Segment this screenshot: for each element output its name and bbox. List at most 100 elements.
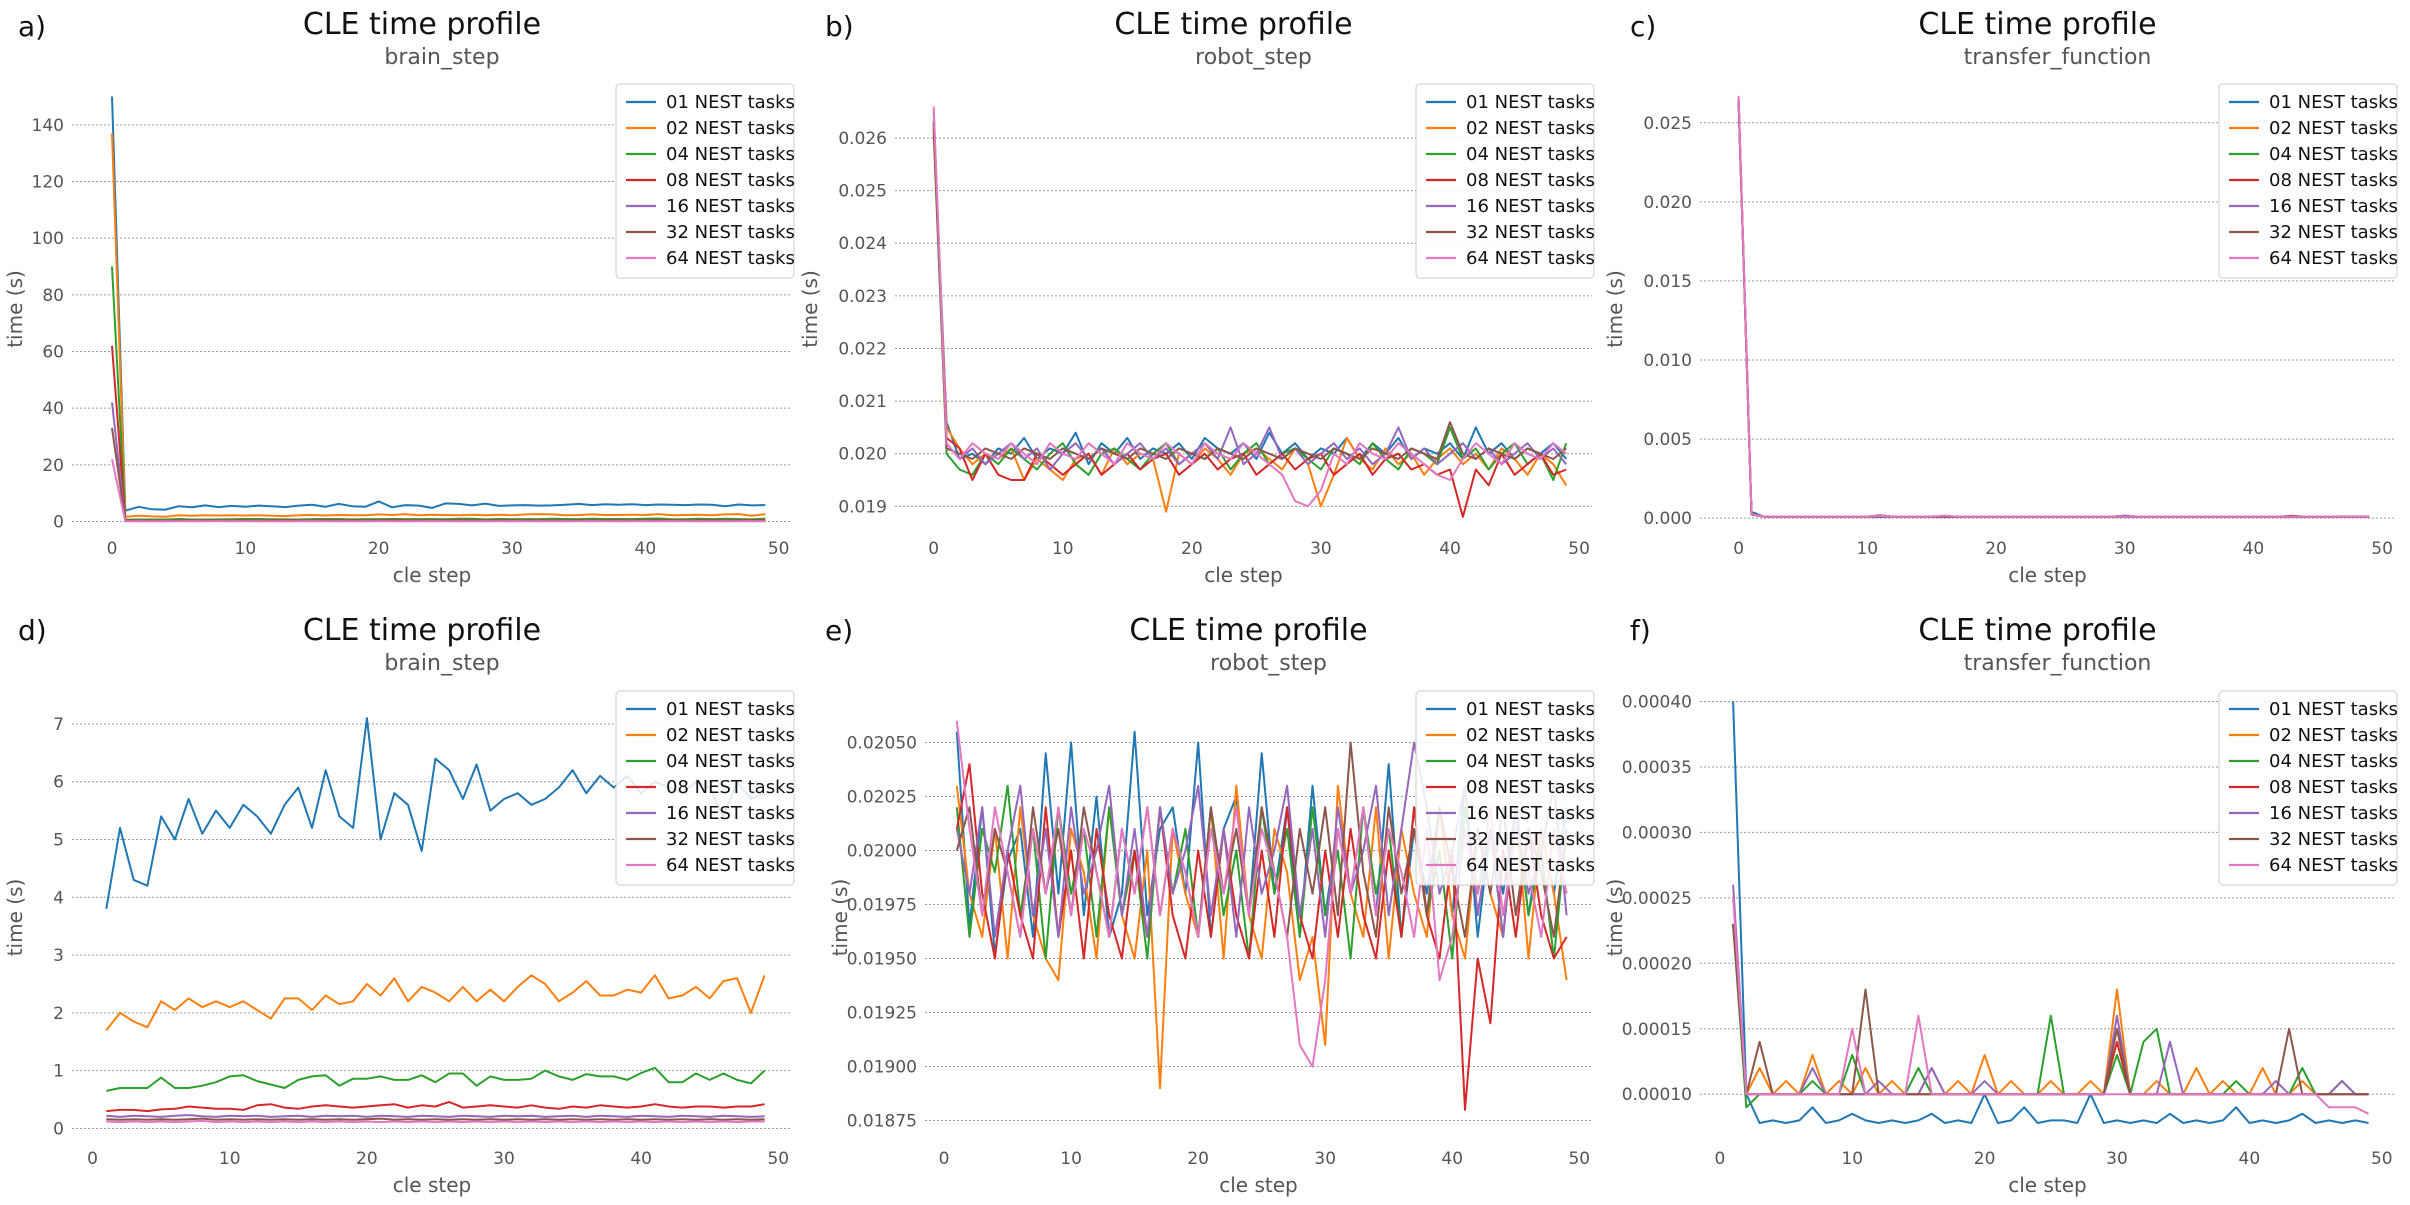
x-tick-label: 20 bbox=[368, 539, 390, 559]
legend-entry: 02 NEST tasks bbox=[1466, 725, 1595, 746]
panel-label: b) bbox=[825, 10, 854, 43]
series-line bbox=[106, 1100, 765, 1113]
x-axis-label: cle step bbox=[2008, 1173, 2086, 1197]
y-tick-label: 0.00010 bbox=[1622, 1085, 1692, 1105]
chart-title: CLE time profile bbox=[303, 7, 541, 42]
legend-entry: 08 NEST tasks bbox=[1466, 170, 1595, 191]
chart-panel: b) CLE time profile robot_step 0.019 0.020 0.… bbox=[798, 7, 1595, 587]
y-tick-label: 140 bbox=[32, 116, 64, 136]
legend-entry: 02 NEST tasks bbox=[2269, 118, 2398, 139]
y-tick-label: 0.025 bbox=[838, 182, 887, 202]
chart-title: CLE time profile bbox=[1114, 7, 1352, 42]
series-line bbox=[932, 111, 1567, 471]
x-tick-label: 0 bbox=[87, 1149, 98, 1169]
legend-entry: 02 NEST tasks bbox=[666, 118, 795, 139]
x-tick-label: 40 bbox=[2239, 1149, 2261, 1169]
legend-entry: 04 NEST tasks bbox=[1466, 144, 1595, 165]
y-tick-label: 0.005 bbox=[1643, 430, 1692, 450]
legend-entry: 64 NEST tasks bbox=[1466, 855, 1595, 876]
chart-subtitle: robot_step bbox=[1195, 45, 1312, 70]
x-tick-label: 40 bbox=[1439, 539, 1461, 559]
series-line bbox=[955, 741, 1568, 938]
legend-entry: 01 NEST tasks bbox=[2269, 699, 2398, 720]
x-tick-label: 20 bbox=[1974, 1149, 1996, 1169]
series-line bbox=[955, 784, 1568, 1090]
legend-entry: 01 NEST tasks bbox=[2269, 92, 2398, 113]
x-tick-label: 30 bbox=[1310, 539, 1332, 559]
legend-entry: 08 NEST tasks bbox=[666, 170, 795, 191]
legend-entry: 08 NEST tasks bbox=[1466, 777, 1595, 798]
series-line bbox=[106, 1114, 765, 1118]
x-tick-label: 0 bbox=[107, 539, 118, 559]
y-tick-label: 6 bbox=[53, 773, 64, 793]
chart-subtitle: brain_step bbox=[384, 45, 499, 70]
chart-panel: c) CLE time profile transfer_function 0.000… bbox=[1603, 7, 2398, 587]
chart-panel: d) CLE time profile brain_step 0 1 2 3 4 5 6 7 0 10 2… bbox=[3, 613, 795, 1197]
y-tick-label: 0.00025 bbox=[1622, 889, 1692, 909]
y-tick-label: 100 bbox=[32, 229, 64, 249]
panel-label: e) bbox=[825, 614, 853, 647]
x-tick-label: 10 bbox=[219, 1149, 241, 1169]
legend-entry: 32 NEST tasks bbox=[666, 829, 795, 850]
y-tick-label: 0.01875 bbox=[847, 1112, 917, 1132]
y-tick-label: 1 bbox=[53, 1062, 64, 1082]
x-tick-label: 30 bbox=[2106, 1149, 2128, 1169]
legend bbox=[1415, 83, 1595, 279]
chart-panel: f) CLE time profile transfer_function 0.000… bbox=[1603, 613, 2398, 1197]
y-tick-label: 0.01975 bbox=[847, 896, 917, 916]
y-tick-label: 0.020 bbox=[1643, 193, 1692, 213]
legend-entry: 64 NEST tasks bbox=[666, 855, 795, 876]
y-tick-label: 0.021 bbox=[838, 392, 887, 412]
legend-entry: 04 NEST tasks bbox=[666, 751, 795, 772]
series-line bbox=[106, 1066, 766, 1092]
chart-panel: e) CLE time profile robot_step 0.01875 0.019… bbox=[825, 613, 1595, 1197]
legend-entry: 16 NEST tasks bbox=[1466, 196, 1595, 217]
series-line bbox=[111, 458, 766, 523]
x-tick-label: 20 bbox=[356, 1149, 378, 1169]
x-tick-label: 50 bbox=[1568, 539, 1590, 559]
x-tick-label: 40 bbox=[635, 539, 657, 559]
chart-panel: a) CLE time profilebrain_step020406080100… bbox=[3, 7, 795, 587]
panel-label: a) bbox=[18, 10, 46, 43]
series-line bbox=[111, 427, 766, 523]
legend-entry: 32 NEST tasks bbox=[2269, 222, 2398, 243]
y-tick-label: 0.025 bbox=[1643, 114, 1692, 134]
y-tick-label: 0.000 bbox=[1643, 509, 1692, 529]
legend-entry: 08 NEST tasks bbox=[2269, 170, 2398, 191]
legend bbox=[615, 690, 795, 886]
y-tick-label: 40 bbox=[42, 399, 64, 419]
x-tick-label: 40 bbox=[2243, 539, 2265, 559]
legend-entry: 02 NEST tasks bbox=[666, 725, 795, 746]
legend-entry: 32 NEST tasks bbox=[666, 222, 795, 243]
y-tick-label: 0.01925 bbox=[847, 1004, 917, 1024]
y-tick-label: 0.023 bbox=[838, 287, 887, 307]
legend-entry: 04 NEST tasks bbox=[666, 144, 795, 165]
y-tick-label: 5 bbox=[53, 830, 64, 850]
legend-entry: 16 NEST tasks bbox=[1466, 803, 1595, 824]
x-tick-label: 10 bbox=[1060, 1149, 1082, 1169]
chart-title: CLE time profile bbox=[1918, 7, 2156, 42]
y-tick-label: 0.01950 bbox=[847, 950, 917, 970]
series-line bbox=[932, 122, 1567, 460]
x-tick-label: 0 bbox=[1733, 539, 1744, 559]
x-tick-label: 40 bbox=[1441, 1149, 1463, 1169]
y-tick-label: 0.022 bbox=[838, 339, 887, 359]
y-tick-label: 0 bbox=[53, 513, 64, 533]
x-axis-label: cle step bbox=[1219, 1173, 1297, 1197]
legend-entry: 16 NEST tasks bbox=[2269, 196, 2398, 217]
y-tick-label: 0.00015 bbox=[1622, 1020, 1692, 1040]
x-axis-label: cle step bbox=[393, 563, 471, 587]
x-tick-label: 20 bbox=[1187, 1149, 1209, 1169]
y-axis-label: time (s) bbox=[3, 879, 27, 957]
legend-entry: 32 NEST tasks bbox=[1466, 222, 1595, 243]
x-tick-label: 10 bbox=[1841, 1149, 1863, 1169]
series-line bbox=[1732, 897, 2369, 1115]
x-tick-label: 30 bbox=[2114, 539, 2136, 559]
legend-entry: 16 NEST tasks bbox=[666, 803, 795, 824]
y-axis-label: time (s) bbox=[828, 879, 852, 957]
legend bbox=[2218, 83, 2398, 279]
series-line bbox=[111, 402, 766, 522]
y-tick-label: 0.024 bbox=[838, 234, 887, 254]
legend-entry: 64 NEST tasks bbox=[2269, 248, 2398, 269]
